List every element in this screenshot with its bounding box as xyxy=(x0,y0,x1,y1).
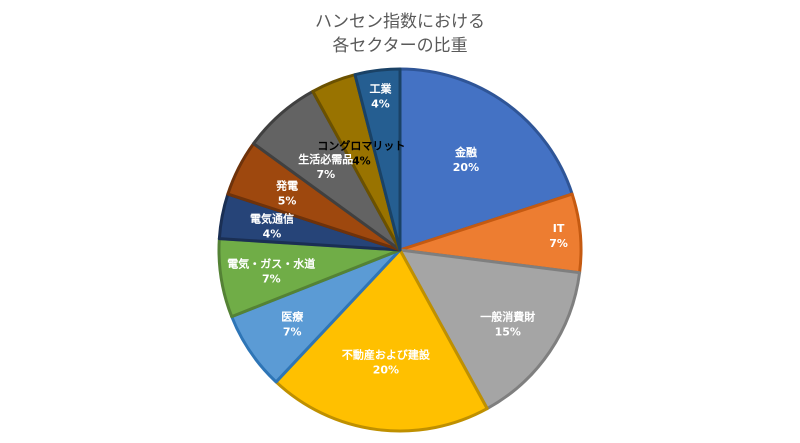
slice-value-label: 7% xyxy=(283,325,302,338)
slice-category-label: 電気通信 xyxy=(250,212,294,226)
slice-value-label: 7% xyxy=(262,272,281,285)
slice-category-label: 医療 xyxy=(281,309,304,323)
slice-value-label: 20% xyxy=(373,363,399,376)
slice-category-label: 金融 xyxy=(454,145,477,159)
slice-value-label: 5% xyxy=(278,194,297,207)
slice-value-label: 4% xyxy=(263,228,282,241)
slice-category-label: IT xyxy=(553,222,565,235)
slice-category-label: 不動産および建設 xyxy=(342,347,431,361)
pie-slice-3 xyxy=(274,248,489,433)
slice-category-label: コングロマリット xyxy=(317,138,405,152)
slice-value-label: 15% xyxy=(495,325,521,338)
pie-slice-0 xyxy=(398,67,574,252)
chart-title-line-2: 各セクターの比重 xyxy=(332,36,467,56)
slice-category-label: 発電 xyxy=(275,178,298,192)
slice-value-label: 7% xyxy=(316,168,335,181)
slice-category-label: 一般消費財 xyxy=(480,309,535,323)
pie-slice-2 xyxy=(398,248,582,411)
slice-value-label: 7% xyxy=(549,237,568,250)
slice-value-label: 20% xyxy=(453,161,479,174)
pie-slices xyxy=(217,67,583,433)
pie-slice-10 xyxy=(353,67,402,252)
slice-category-label: 生活必需品 xyxy=(298,152,353,166)
chart-title-line-1: ハンセン指数における xyxy=(315,12,485,32)
slice-value-label: 4% xyxy=(352,154,371,167)
pie-labels: 金融 20% IT 7% 一般消費財 15% 不動産および建設 20% 医療 7% 電気・ガス・水道… xyxy=(227,82,568,377)
slice-value-label: 4% xyxy=(371,98,390,111)
slice-category-label: 工業 xyxy=(369,82,392,96)
slice-category-label: 電気・ガス・水道 xyxy=(227,256,315,270)
